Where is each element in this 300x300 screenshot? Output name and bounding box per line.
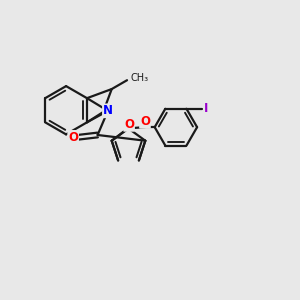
Text: CH₃: CH₃ — [130, 73, 149, 83]
Text: O: O — [140, 115, 150, 128]
Text: I: I — [204, 102, 208, 115]
Text: N: N — [103, 104, 113, 117]
Text: O: O — [124, 118, 134, 131]
Text: O: O — [68, 131, 78, 144]
